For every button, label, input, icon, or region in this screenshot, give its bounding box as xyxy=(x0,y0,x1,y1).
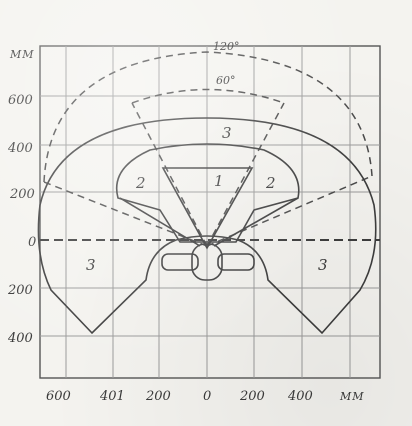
zone-label-2-left: 2 xyxy=(135,174,146,192)
y-tick-400: 400 xyxy=(7,141,33,156)
zone-2-boundary xyxy=(116,143,300,243)
unit-label-top: MM xyxy=(9,48,35,61)
zone-label-3-top: 3 xyxy=(222,124,232,142)
x-tick-0: 0 xyxy=(203,389,211,404)
ray-120-left xyxy=(43,181,208,247)
unit-label-bottom: MM xyxy=(339,390,365,403)
y-tick-600: 600 xyxy=(8,93,33,108)
zone-label-3-left: 3 xyxy=(86,256,96,274)
zone-1-boundary xyxy=(161,167,254,250)
zone-label-2-right: 2 xyxy=(265,174,276,192)
angle-label-120: 120° xyxy=(213,40,240,53)
y-tick-0: 0 xyxy=(28,235,36,250)
x-tick-200-right: 200 xyxy=(239,389,265,404)
arc-60 xyxy=(131,88,285,104)
horizontal-gridlines xyxy=(40,95,380,337)
angle-label-60: 60° xyxy=(216,74,236,87)
zone-2-left-edge xyxy=(119,197,201,247)
operator-figure xyxy=(161,243,255,281)
x-tick-600: 600 xyxy=(46,389,71,404)
y-tick-200: 200 xyxy=(9,187,35,202)
zone-label-3-right: 3 xyxy=(318,256,328,274)
zone-label-1: 1 xyxy=(214,172,224,190)
arc-120 xyxy=(43,51,373,183)
x-tick-401: 401 xyxy=(99,389,125,404)
y-tick-minus-400: 400 xyxy=(7,331,33,346)
ray-60-right xyxy=(206,102,285,247)
zone-3-boundary xyxy=(37,117,377,335)
vertical-gridlines xyxy=(65,46,351,378)
x-tick-400-right: 400 xyxy=(287,389,313,404)
y-tick-minus-200: 200 xyxy=(7,283,33,298)
ray-60-left xyxy=(131,102,208,247)
zone-2-right-edge xyxy=(213,197,299,247)
x-tick-200-left: 200 xyxy=(145,389,171,404)
